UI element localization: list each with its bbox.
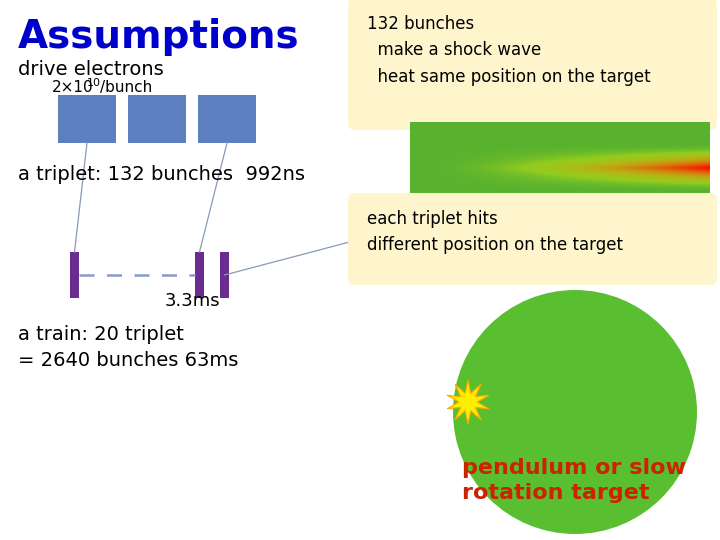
- Text: each triplet hits
different position on the target: each triplet hits different position on …: [367, 210, 623, 254]
- Text: 132 bunches
  make a shock wave
  heat same position on the target: 132 bunches make a shock wave heat same …: [367, 15, 651, 86]
- Bar: [58, 95, 116, 143]
- Text: drive electrons: drive electrons: [18, 60, 163, 79]
- Bar: [70, 252, 79, 298]
- Text: /bunch: /bunch: [100, 80, 152, 95]
- Text: 10: 10: [87, 78, 101, 88]
- FancyBboxPatch shape: [348, 0, 717, 130]
- Polygon shape: [447, 380, 489, 424]
- FancyBboxPatch shape: [348, 193, 717, 285]
- Text: 2×10: 2×10: [52, 80, 94, 95]
- Bar: [220, 252, 229, 298]
- Circle shape: [453, 290, 697, 534]
- Text: 3.3ms: 3.3ms: [165, 292, 221, 310]
- Bar: [198, 95, 256, 143]
- Bar: [195, 252, 204, 298]
- Bar: [128, 95, 186, 143]
- Text: a triplet: 132 bunches  992ns: a triplet: 132 bunches 992ns: [18, 165, 305, 184]
- Text: pendulum or slow
rotation target: pendulum or slow rotation target: [462, 458, 686, 503]
- Text: Assumptions: Assumptions: [18, 18, 300, 56]
- Text: a train: 20 triplet
= 2640 bunches 63ms: a train: 20 triplet = 2640 bunches 63ms: [18, 325, 238, 370]
